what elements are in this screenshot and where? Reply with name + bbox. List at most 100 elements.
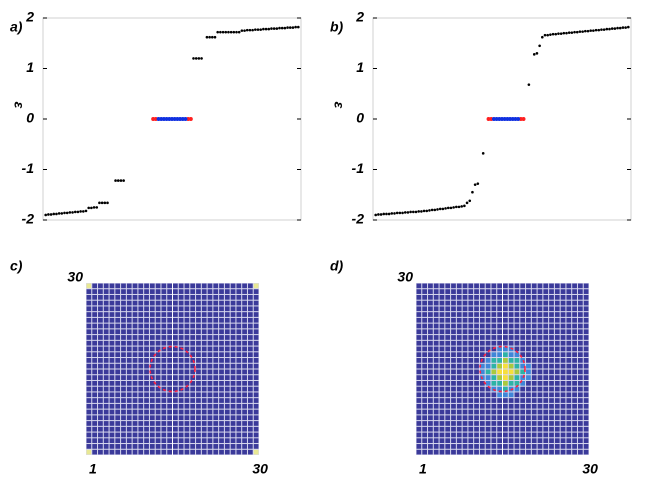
cell	[196, 403, 201, 409]
cell	[242, 444, 247, 449]
cell	[213, 283, 219, 289]
cell	[126, 363, 132, 369]
cell	[236, 317, 242, 323]
cell	[103, 398, 109, 403]
cell	[456, 398, 462, 403]
cell	[149, 312, 155, 317]
cell	[155, 329, 161, 335]
cell	[103, 392, 109, 398]
cell	[537, 294, 543, 300]
cell	[474, 444, 479, 449]
cell	[190, 312, 196, 317]
cell	[497, 294, 502, 300]
cell	[230, 317, 236, 323]
cell	[132, 358, 138, 363]
cell	[98, 409, 103, 415]
cell	[115, 444, 121, 449]
cell	[479, 415, 485, 421]
cell	[219, 294, 224, 300]
cell	[173, 335, 178, 340]
cell	[560, 317, 566, 323]
cell	[149, 306, 155, 312]
cell	[462, 363, 468, 369]
cell	[439, 375, 445, 380]
cell	[474, 300, 479, 306]
cell	[479, 317, 485, 323]
cell	[572, 449, 577, 455]
cell	[416, 386, 422, 392]
cell	[497, 312, 502, 317]
cell	[155, 358, 161, 363]
cell	[242, 415, 247, 421]
cell	[219, 289, 224, 294]
cell	[456, 358, 462, 363]
cell	[155, 386, 161, 392]
data-point	[60, 212, 64, 215]
cell	[103, 449, 109, 455]
cell	[439, 409, 445, 415]
cell	[207, 438, 213, 444]
cell	[149, 352, 155, 358]
cell	[230, 335, 236, 340]
cell	[462, 415, 468, 421]
cell	[503, 380, 508, 386]
cell	[583, 294, 589, 300]
cell	[526, 375, 531, 380]
cell	[526, 335, 531, 340]
data-point	[565, 31, 568, 35]
cell	[456, 444, 462, 449]
cell	[92, 415, 98, 421]
cell	[549, 306, 554, 312]
cell	[236, 358, 242, 363]
cell	[126, 444, 132, 449]
cell	[462, 398, 468, 403]
cell	[531, 392, 537, 398]
cell	[451, 444, 456, 449]
data-point	[68, 211, 72, 214]
cell	[497, 421, 502, 426]
cell	[219, 335, 224, 340]
cell	[549, 375, 554, 380]
cell	[92, 323, 98, 329]
cell	[508, 294, 514, 300]
cell	[253, 358, 259, 363]
cell	[422, 335, 428, 340]
cell	[583, 449, 589, 455]
cell	[428, 317, 433, 323]
cell	[149, 283, 155, 289]
cell	[121, 421, 126, 426]
cell	[155, 312, 161, 317]
cell	[196, 335, 201, 340]
cell	[537, 449, 543, 455]
cell	[219, 352, 224, 358]
cell	[554, 363, 560, 369]
cell	[422, 306, 428, 312]
cell	[462, 386, 468, 392]
cell	[543, 392, 549, 398]
cell	[416, 449, 422, 455]
data-point	[221, 30, 225, 34]
cell	[167, 398, 172, 403]
cell	[253, 421, 259, 426]
cell	[103, 444, 109, 449]
cell	[428, 380, 433, 386]
data-point	[527, 83, 531, 86]
cell	[219, 392, 224, 398]
cell	[531, 289, 537, 294]
cell	[219, 340, 224, 346]
cell	[213, 294, 219, 300]
cell	[230, 329, 236, 335]
cell	[566, 369, 572, 375]
cell	[190, 409, 196, 415]
cell	[491, 426, 497, 432]
cell	[526, 380, 531, 386]
cell	[526, 358, 531, 363]
cell	[526, 352, 531, 358]
data-point	[55, 212, 58, 216]
cell	[167, 283, 172, 289]
cell	[224, 306, 230, 312]
cell	[526, 300, 531, 306]
cell	[508, 317, 514, 323]
cell	[416, 438, 422, 444]
cell	[132, 386, 138, 392]
